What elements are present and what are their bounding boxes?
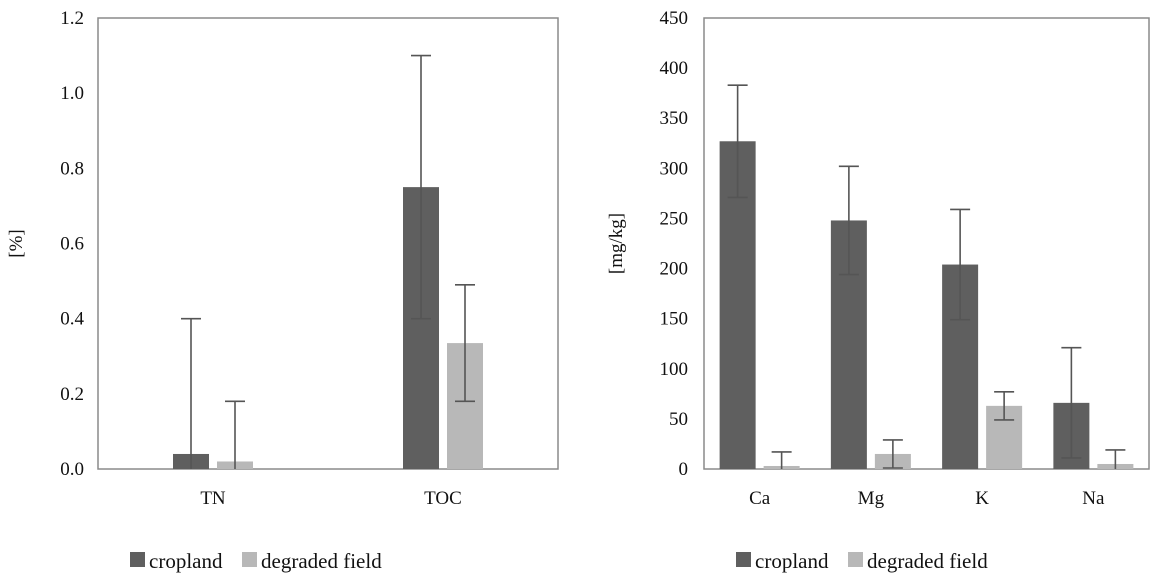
y-tick-label: 300 bbox=[660, 158, 689, 179]
legend-swatch-degraded-field bbox=[848, 552, 863, 567]
y-tick-label: 1.2 bbox=[60, 8, 84, 29]
y-axis-label: [%] bbox=[6, 229, 27, 257]
legend-label: cropland bbox=[755, 549, 829, 573]
legend-label: degraded field bbox=[867, 549, 988, 573]
y-tick-label: 100 bbox=[660, 359, 689, 380]
legend-swatch-cropland bbox=[736, 552, 751, 567]
y-tick-label: 50 bbox=[669, 409, 688, 430]
x-category-label: Ca bbox=[749, 488, 771, 509]
plot-frame bbox=[704, 18, 1149, 469]
y-tick-label: 400 bbox=[660, 58, 689, 79]
legend-swatch-degraded-field bbox=[242, 552, 257, 567]
y-tick-label: 0 bbox=[679, 459, 689, 480]
x-category-label: K bbox=[975, 488, 989, 509]
y-tick-label: 0.4 bbox=[60, 309, 84, 330]
y-tick-label: 250 bbox=[660, 208, 689, 229]
legend-label: degraded field bbox=[261, 549, 382, 573]
y-tick-label: 0.8 bbox=[60, 158, 84, 179]
y-tick-label: 0.0 bbox=[60, 459, 84, 480]
chart-right-mgkg: 0 50 100 150 200 250 300 350 400 450 [mg/kg] Ca Mg K N… bbox=[606, 8, 1149, 573]
x-category-label: Na bbox=[1082, 488, 1105, 509]
y-tick-label: 450 bbox=[660, 8, 689, 29]
plot-frame bbox=[98, 18, 558, 469]
y-tick-label: 0.6 bbox=[60, 234, 84, 255]
y-axis-label: [mg/kg] bbox=[606, 213, 627, 274]
y-tick-label: 350 bbox=[660, 108, 689, 129]
legend-swatch-cropland bbox=[130, 552, 145, 567]
x-category-label: TOC bbox=[424, 488, 462, 509]
y-tick-label: 150 bbox=[660, 309, 689, 330]
chart-left-percent: 0.0 0.2 0.4 0.6 0.8 1.0 1.2 [%] TN TOC cropland deg… bbox=[6, 8, 558, 573]
legend-label: cropland bbox=[149, 549, 223, 573]
x-category-label: TN bbox=[200, 488, 226, 509]
y-tick-label: 1.0 bbox=[60, 83, 84, 104]
y-tick-label: 0.2 bbox=[60, 384, 84, 405]
y-tick-label: 200 bbox=[660, 259, 689, 280]
x-category-label: Mg bbox=[858, 488, 885, 509]
